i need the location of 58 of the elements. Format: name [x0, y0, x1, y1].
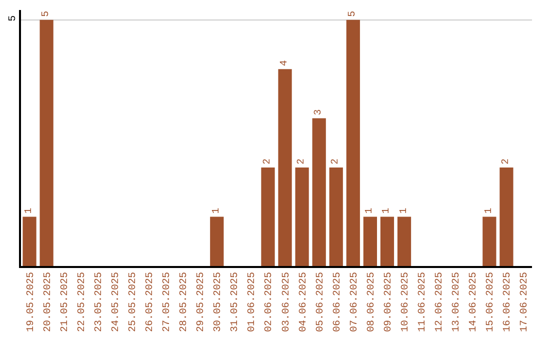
x-tick-label: 14.06.2025 [468, 272, 480, 332]
bar [261, 168, 275, 266]
data-label: 2 [500, 158, 512, 165]
bar [363, 216, 377, 266]
data-label: 2 [262, 158, 274, 165]
x-tick-label: 13.06.2025 [452, 272, 463, 332]
data-label: 3 [314, 109, 325, 116]
x-tick-label: 01.06.2025 [247, 272, 258, 332]
data-label: 2 [330, 158, 342, 165]
x-tick-label: 21.05.2025 [60, 272, 71, 332]
data-label: 4 [280, 60, 291, 66]
bar [278, 69, 292, 266]
x-tick-label: 15.06.2025 [486, 272, 497, 332]
x-tick-label: 11.06.2025 [418, 272, 429, 332]
x-tick-label: 10.06.2025 [400, 272, 412, 332]
x-tick-label: 17.06.2025 [520, 272, 531, 332]
bar [40, 20, 54, 266]
x-tick-label: 20.05.2025 [42, 272, 54, 332]
bar [312, 118, 326, 266]
x-tick-label: 08.06.2025 [366, 272, 378, 332]
data-label: 1 [382, 208, 393, 214]
bar [482, 216, 496, 266]
x-tick-label: 05.06.2025 [315, 272, 326, 332]
x-tick-label: 26.05.2025 [145, 272, 156, 332]
x-tick-label: 25.05.2025 [128, 272, 139, 332]
bar [329, 168, 343, 266]
x-tick-label: 02.06.2025 [264, 272, 276, 332]
bar [295, 168, 309, 266]
x-tick-label: 29.05.2025 [196, 272, 208, 332]
data-label: 1 [484, 208, 495, 214]
x-tick-label: 24.05.2025 [110, 272, 122, 332]
x-tick-label: 04.06.2025 [298, 272, 310, 332]
x-tick-label: 23.05.2025 [94, 272, 105, 332]
x-tick-label: 07.06.2025 [349, 272, 360, 332]
data-label: 2 [296, 158, 308, 165]
data-label: 5 [41, 10, 52, 17]
x-tick-label: 06.06.2025 [332, 272, 344, 332]
x-tick-label: 16.06.2025 [502, 272, 514, 332]
x-tick-label: 09.06.2025 [383, 272, 394, 332]
x-tick-label: 27.05.2025 [162, 272, 174, 332]
bar [500, 168, 514, 266]
x-tick-label: 19.05.2025 [26, 272, 37, 332]
bar [22, 216, 36, 266]
x-tick-label: 28.05.2025 [179, 272, 190, 332]
data-label: 5 [348, 10, 359, 17]
bar [346, 20, 360, 266]
x-tick-label: 03.06.2025 [281, 272, 292, 332]
x-tick-label: 12.06.2025 [434, 272, 446, 332]
data-label: 1 [398, 208, 410, 214]
x-tick-label: 30.05.2025 [213, 272, 224, 332]
data-label: 1 [364, 208, 376, 214]
bar [210, 216, 224, 266]
bar [397, 216, 412, 266]
data-label: 1 [211, 208, 222, 214]
x-tick-label: 22.05.2025 [76, 272, 88, 332]
x-tick-label: 31.05.2025 [230, 272, 242, 332]
data-label: 1 [24, 208, 36, 214]
bar [380, 216, 394, 266]
